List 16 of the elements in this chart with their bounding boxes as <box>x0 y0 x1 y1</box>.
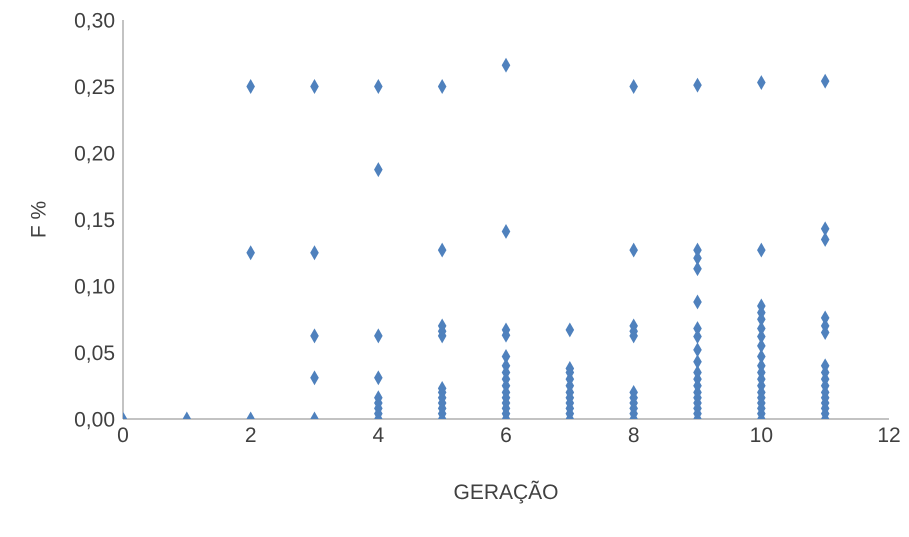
x-tick-label: 4 <box>372 424 384 447</box>
y-tick-label: 0,25 <box>74 76 115 99</box>
x-tick-label: 12 <box>877 424 901 447</box>
y-tick-label: 0,30 <box>74 9 115 32</box>
x-tick-label: 6 <box>500 424 512 447</box>
x-tick-label: 8 <box>628 424 640 447</box>
y-tick-label: 0,10 <box>74 275 115 298</box>
x-tick-label: 2 <box>244 424 257 447</box>
y-axis-title: F % <box>27 200 50 238</box>
y-tick-label: 0,20 <box>74 142 115 166</box>
x-axis-title: GERAÇÃO <box>453 480 559 504</box>
y-tick-label: 0,15 <box>74 208 115 232</box>
x-tick-label: 0 <box>117 424 129 447</box>
x-tick-label: 10 <box>750 424 774 447</box>
y-tick-label: 0,00 <box>74 408 115 432</box>
y-tick-label: 0,05 <box>74 342 115 365</box>
